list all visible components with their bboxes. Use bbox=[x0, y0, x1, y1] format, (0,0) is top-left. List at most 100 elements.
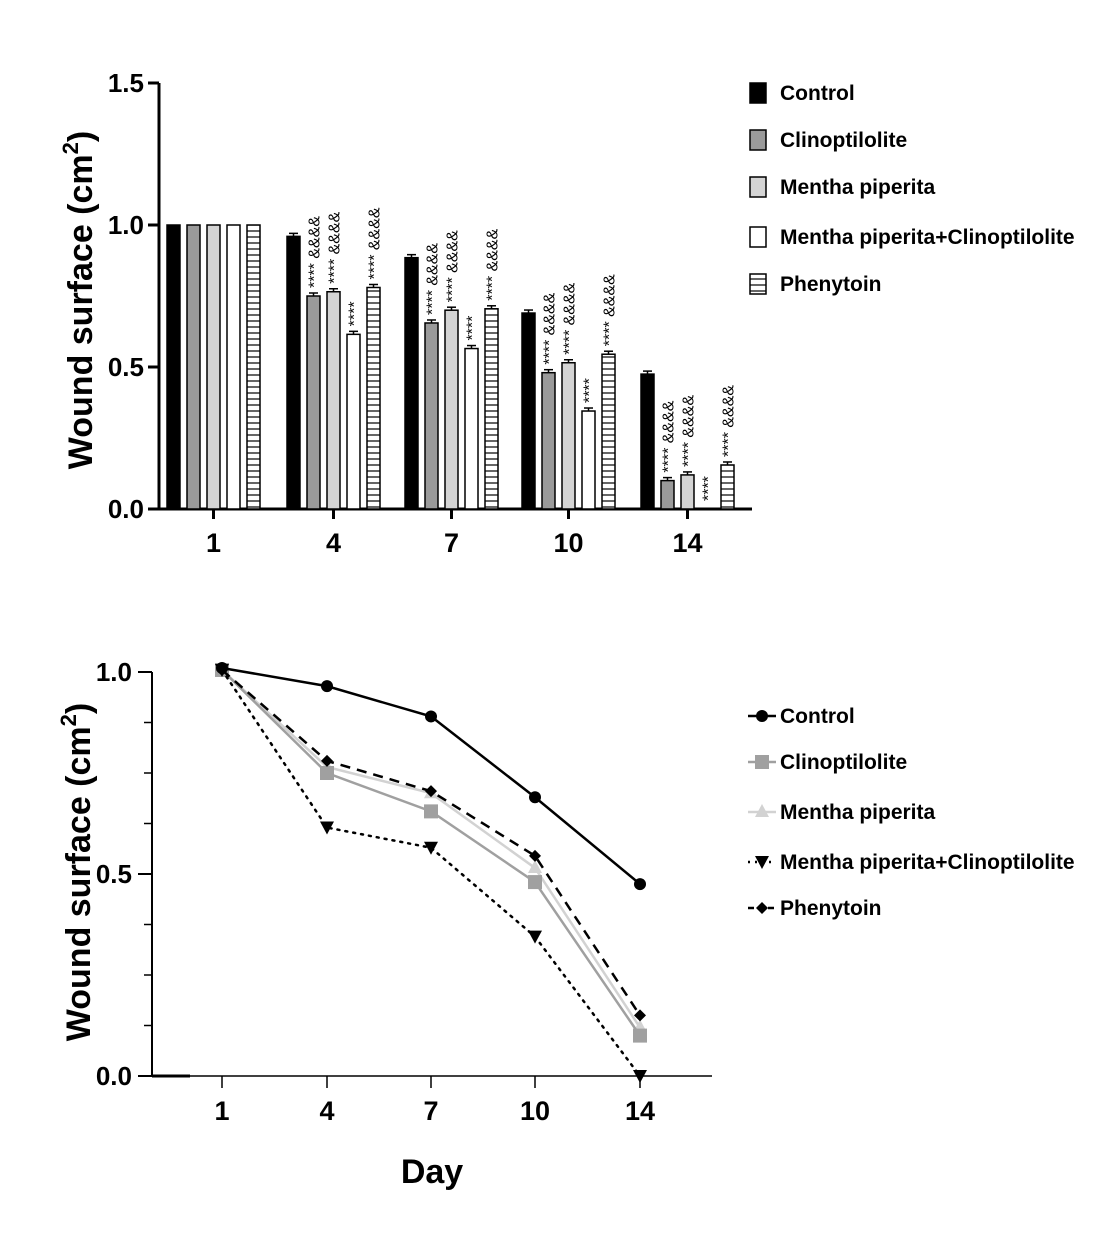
line-y-axis-title: Wound surface (cm2) bbox=[56, 703, 98, 1041]
data-point bbox=[425, 785, 437, 798]
data-point bbox=[216, 661, 228, 674]
legend-label: Phenytoin bbox=[780, 897, 882, 920]
bar-x-tick-label: 4 bbox=[326, 528, 341, 558]
line-x-tick-label: 10 bbox=[520, 1096, 550, 1126]
data-point bbox=[755, 856, 769, 869]
data-point bbox=[633, 1028, 647, 1043]
legend-label: Mentha piperita+Clinoptilolite bbox=[780, 226, 1075, 249]
bar-y-tick-label: 0.5 bbox=[108, 352, 144, 382]
bar bbox=[166, 224, 181, 510]
line-x-tick-label: 7 bbox=[423, 1096, 438, 1126]
data-point bbox=[424, 804, 438, 819]
bar-plot-area bbox=[166, 224, 735, 510]
legend-swatch bbox=[749, 226, 767, 248]
bar bbox=[246, 224, 261, 510]
legend-label: Mentha piperita bbox=[780, 176, 936, 199]
data-point bbox=[529, 791, 541, 804]
legend-swatch bbox=[749, 129, 767, 151]
significance-marker: **** &&&& bbox=[661, 400, 678, 472]
significance-marker: **** &&&& bbox=[721, 385, 738, 457]
data-point bbox=[633, 1070, 647, 1083]
data-point bbox=[756, 710, 768, 722]
bar-y-tick-label: 0.0 bbox=[108, 494, 144, 524]
bar bbox=[424, 322, 439, 510]
line-y-tick-label: 0.5 bbox=[96, 859, 132, 889]
data-point bbox=[425, 710, 437, 723]
bar-y-tick-label: 1.5 bbox=[108, 68, 144, 98]
line-y-tick-label: 0.0 bbox=[96, 1061, 132, 1091]
significance-marker: **** &&&& bbox=[602, 274, 619, 346]
line-x-axis-title: Day bbox=[401, 1153, 463, 1191]
line-x-tick-label: 1 bbox=[214, 1096, 229, 1126]
line-plot-area bbox=[215, 661, 647, 1083]
bar bbox=[640, 373, 655, 510]
legend-name: Clinoptilolite bbox=[780, 129, 907, 152]
data-point bbox=[320, 766, 334, 780]
line-y-axis: 0.0 0.5 1.0 bbox=[96, 657, 153, 1091]
bar bbox=[521, 312, 536, 510]
line-chart: 0.00.51.0 1 4 7 10 14 Wound surface (cm2) Da… bbox=[56, 657, 1075, 1191]
bar-y-axis: 0.0 0.5 1.0 1.5 bbox=[108, 68, 161, 524]
data-point bbox=[529, 849, 541, 862]
legend-name: Control bbox=[780, 82, 855, 105]
legend-label: Mentha piperita+Clinoptilolite bbox=[780, 851, 1075, 874]
bar-chart: 0.00.51.01.5 1 4 7 10 14 **** &&&& **** &&&&*… bbox=[58, 68, 1075, 558]
bar bbox=[326, 290, 341, 510]
legend-name: Clinoptilolite bbox=[780, 751, 907, 774]
data-point bbox=[528, 859, 542, 873]
data-point bbox=[321, 680, 333, 693]
data-point bbox=[755, 755, 769, 769]
significance-marker: **** &&&& bbox=[542, 292, 559, 364]
bar-x-tick-label: 1 bbox=[206, 528, 221, 558]
data-point bbox=[320, 821, 334, 835]
bar bbox=[464, 347, 479, 510]
legend-label: Clinoptilolite bbox=[780, 129, 907, 152]
bar-x-tick-label: 10 bbox=[553, 528, 583, 558]
significance-marker: **** &&&& bbox=[445, 230, 462, 302]
bar bbox=[561, 361, 576, 510]
bar bbox=[581, 410, 596, 510]
bar-y-axis-title: Wound surface (cm2) bbox=[58, 131, 100, 469]
bar bbox=[286, 235, 301, 510]
bar bbox=[601, 353, 616, 510]
line-x-tick-label: 14 bbox=[625, 1096, 655, 1126]
bar bbox=[366, 286, 381, 510]
bar bbox=[680, 474, 695, 510]
legend-name: Mentha piperita bbox=[780, 851, 936, 874]
line-y-tick-label: 1.0 bbox=[96, 657, 132, 687]
bar bbox=[306, 295, 321, 510]
significance-marker: **** &&&& bbox=[367, 207, 384, 279]
data-point bbox=[528, 930, 542, 944]
bar-significance-annotations: **** &&&& **** &&&&******** &&&& **** &&&&… bbox=[307, 207, 738, 501]
bar-x-tick-label: 7 bbox=[444, 528, 459, 558]
legend-name-suffix: +Clinoptilolite bbox=[935, 226, 1074, 249]
legend-swatch bbox=[749, 82, 767, 104]
bar-legend: Control Clinoptilolite Mentha piperita Ment… bbox=[749, 82, 1075, 296]
significance-marker: **** bbox=[347, 301, 364, 326]
legend-name: Phenytoin bbox=[780, 897, 882, 920]
data-point bbox=[634, 1009, 646, 1022]
significance-marker: **** bbox=[701, 476, 718, 501]
data-point bbox=[755, 804, 769, 817]
legend-swatch bbox=[749, 273, 767, 295]
line-x-tick-label: 4 bbox=[319, 1096, 334, 1126]
bar bbox=[660, 479, 675, 510]
data-point bbox=[756, 902, 768, 914]
bar bbox=[541, 371, 556, 510]
legend-label: Control bbox=[780, 82, 855, 105]
legend-name: Mentha piperita bbox=[780, 801, 936, 824]
significance-marker: **** &&&& bbox=[562, 282, 579, 354]
bar bbox=[226, 224, 241, 510]
bar bbox=[186, 224, 201, 510]
data-point bbox=[321, 754, 333, 767]
legend-label: Phenytoin bbox=[780, 273, 882, 296]
legend-name: Mentha piperita bbox=[780, 176, 936, 199]
significance-marker: **** &&&& bbox=[425, 243, 442, 315]
legend-name: Control bbox=[780, 705, 855, 728]
bar bbox=[444, 309, 459, 510]
significance-marker: **** &&&& bbox=[681, 395, 698, 467]
legend-name: Phenytoin bbox=[780, 273, 882, 296]
data-point bbox=[634, 878, 646, 891]
data-point bbox=[424, 841, 438, 855]
